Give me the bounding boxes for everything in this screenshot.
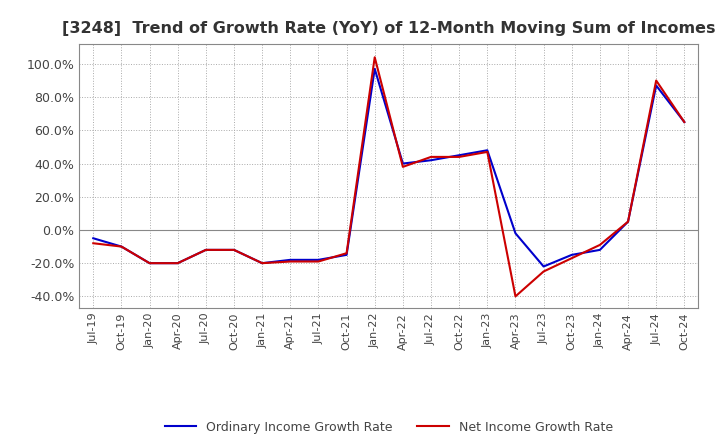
Net Income Growth Rate xyxy=(117,244,126,249)
Net Income Growth Rate xyxy=(370,55,379,60)
Ordinary Income Growth Rate xyxy=(89,236,98,241)
Net Income Growth Rate xyxy=(174,260,182,266)
Ordinary Income Growth Rate xyxy=(567,252,576,257)
Net Income Growth Rate xyxy=(399,164,408,169)
Net Income Growth Rate xyxy=(342,250,351,256)
Ordinary Income Growth Rate xyxy=(230,247,238,253)
Title: [3248]  Trend of Growth Rate (YoY) of 12-Month Moving Sum of Incomes: [3248] Trend of Growth Rate (YoY) of 12-… xyxy=(62,21,716,36)
Ordinary Income Growth Rate xyxy=(427,158,436,163)
Line: Ordinary Income Growth Rate: Ordinary Income Growth Rate xyxy=(94,69,684,267)
Net Income Growth Rate xyxy=(539,269,548,274)
Net Income Growth Rate xyxy=(680,119,688,125)
Net Income Growth Rate xyxy=(483,149,492,154)
Net Income Growth Rate xyxy=(427,154,436,160)
Ordinary Income Growth Rate xyxy=(202,247,210,253)
Net Income Growth Rate xyxy=(624,219,632,224)
Ordinary Income Growth Rate xyxy=(483,148,492,153)
Net Income Growth Rate xyxy=(258,260,266,266)
Ordinary Income Growth Rate xyxy=(511,231,520,236)
Net Income Growth Rate xyxy=(567,256,576,261)
Ordinary Income Growth Rate xyxy=(145,260,154,266)
Ordinary Income Growth Rate xyxy=(624,219,632,224)
Net Income Growth Rate xyxy=(286,259,294,264)
Ordinary Income Growth Rate xyxy=(680,119,688,125)
Net Income Growth Rate xyxy=(145,260,154,266)
Ordinary Income Growth Rate xyxy=(455,153,464,158)
Net Income Growth Rate xyxy=(455,154,464,160)
Net Income Growth Rate xyxy=(511,294,520,299)
Ordinary Income Growth Rate xyxy=(399,161,408,166)
Ordinary Income Growth Rate xyxy=(117,244,126,249)
Ordinary Income Growth Rate xyxy=(370,66,379,72)
Net Income Growth Rate xyxy=(89,241,98,246)
Ordinary Income Growth Rate xyxy=(342,252,351,257)
Net Income Growth Rate xyxy=(595,242,604,248)
Line: Net Income Growth Rate: Net Income Growth Rate xyxy=(94,57,684,297)
Ordinary Income Growth Rate xyxy=(286,257,294,263)
Ordinary Income Growth Rate xyxy=(314,257,323,263)
Ordinary Income Growth Rate xyxy=(174,260,182,266)
Net Income Growth Rate xyxy=(652,78,660,83)
Ordinary Income Growth Rate xyxy=(652,83,660,88)
Ordinary Income Growth Rate xyxy=(595,247,604,253)
Net Income Growth Rate xyxy=(314,259,323,264)
Net Income Growth Rate xyxy=(230,247,238,253)
Legend: Ordinary Income Growth Rate, Net Income Growth Rate: Ordinary Income Growth Rate, Net Income … xyxy=(160,416,618,439)
Ordinary Income Growth Rate xyxy=(539,264,548,269)
Net Income Growth Rate xyxy=(202,247,210,253)
Ordinary Income Growth Rate xyxy=(258,260,266,266)
